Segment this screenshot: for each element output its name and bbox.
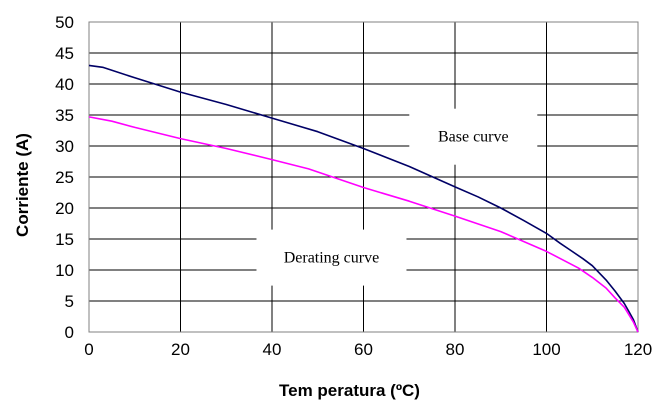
series-lines [88,64,639,333]
x-tick-label: 80 [446,340,465,359]
y-tick-label: 30 [55,137,74,156]
derating-curve-line [88,116,639,333]
base-curve-annotation: Base curve [438,129,509,146]
plot-area [88,21,639,333]
x-tick-label: 20 [171,340,190,359]
derating-curve-annotation: Derating curve [284,250,380,267]
y-tick-label: 0 [65,323,74,342]
annotation-backgrounds [256,108,538,286]
x-tick-label: 100 [532,340,560,359]
x-tick-label: 40 [263,340,282,359]
y-tick-label: 15 [55,230,74,249]
y-axis-title: Corriente (A) [13,133,32,237]
x-tick-labels: 0 20 40 60 80 100 120 [84,340,652,359]
x-tick-label: 60 [354,340,373,359]
annotation-box [256,229,407,286]
y-tick-label: 10 [55,261,74,280]
y-tick-label: 5 [65,292,74,311]
y-tick-label: 20 [55,199,74,218]
x-tick-label: 120 [624,340,652,359]
x-tick-label: 0 [84,340,93,359]
y-tick-label: 35 [55,106,74,125]
y-tick-label: 25 [55,168,74,187]
y-tick-labels: 0 5 10 15 20 25 30 35 40 45 50 [55,13,74,342]
base-curve-line [88,64,639,333]
y-tick-label: 50 [55,13,74,32]
y-tick-label: 40 [55,75,74,94]
y-tick-label: 45 [55,44,74,63]
x-axis-title: Tem peratura (ºC) [279,381,420,400]
annotation-box [409,108,538,165]
